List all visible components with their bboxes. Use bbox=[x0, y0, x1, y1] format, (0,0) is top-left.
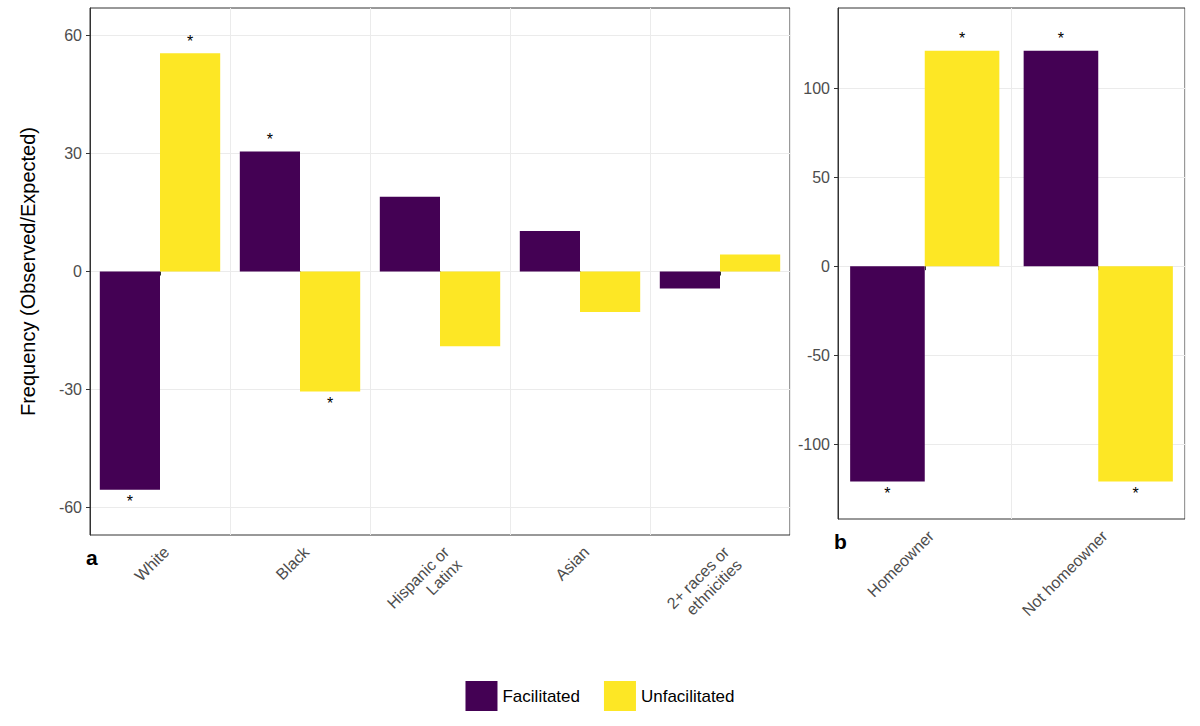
svg-text:*: * bbox=[959, 30, 965, 47]
svg-text:*: * bbox=[327, 395, 333, 412]
svg-text:Asian: Asian bbox=[552, 543, 592, 583]
svg-text:-30: -30 bbox=[59, 381, 82, 398]
svg-text:-50: -50 bbox=[807, 347, 830, 364]
svg-text:*: * bbox=[1132, 485, 1138, 502]
svg-text:0: 0 bbox=[73, 263, 82, 280]
svg-text:White: White bbox=[131, 543, 172, 584]
svg-text:*: * bbox=[267, 131, 273, 148]
svg-text:*: * bbox=[1058, 30, 1064, 47]
svg-text:b: b bbox=[834, 530, 847, 553]
svg-text:100: 100 bbox=[803, 80, 830, 97]
svg-text:-60: -60 bbox=[59, 499, 82, 516]
svg-text:-100: -100 bbox=[798, 436, 830, 453]
svg-text:Hispanic or: Hispanic or bbox=[383, 543, 453, 612]
svg-text:*: * bbox=[187, 33, 193, 50]
svg-text:2+ races or: 2+ races or bbox=[663, 543, 733, 613]
svg-text:a: a bbox=[86, 546, 98, 569]
svg-text:Latinx: Latinx bbox=[423, 556, 465, 598]
svg-text:0: 0 bbox=[821, 258, 830, 275]
svg-text:60: 60 bbox=[64, 27, 82, 44]
svg-text:*: * bbox=[127, 493, 133, 510]
svg-text:Facilitated: Facilitated bbox=[502, 687, 579, 706]
svg-text:Black: Black bbox=[273, 543, 313, 583]
svg-text:30: 30 bbox=[64, 145, 82, 162]
svg-text:Not homeowner: Not homeowner bbox=[1019, 527, 1111, 619]
svg-text:50: 50 bbox=[812, 169, 830, 186]
svg-text:ethnicities: ethnicities bbox=[683, 556, 745, 618]
svg-text:Homeowner: Homeowner bbox=[864, 527, 937, 600]
svg-text:Frequency (Observed/Expected): Frequency (Observed/Expected) bbox=[17, 127, 39, 416]
svg-text:Unfacilitated: Unfacilitated bbox=[641, 687, 735, 706]
svg-text:*: * bbox=[884, 485, 890, 502]
